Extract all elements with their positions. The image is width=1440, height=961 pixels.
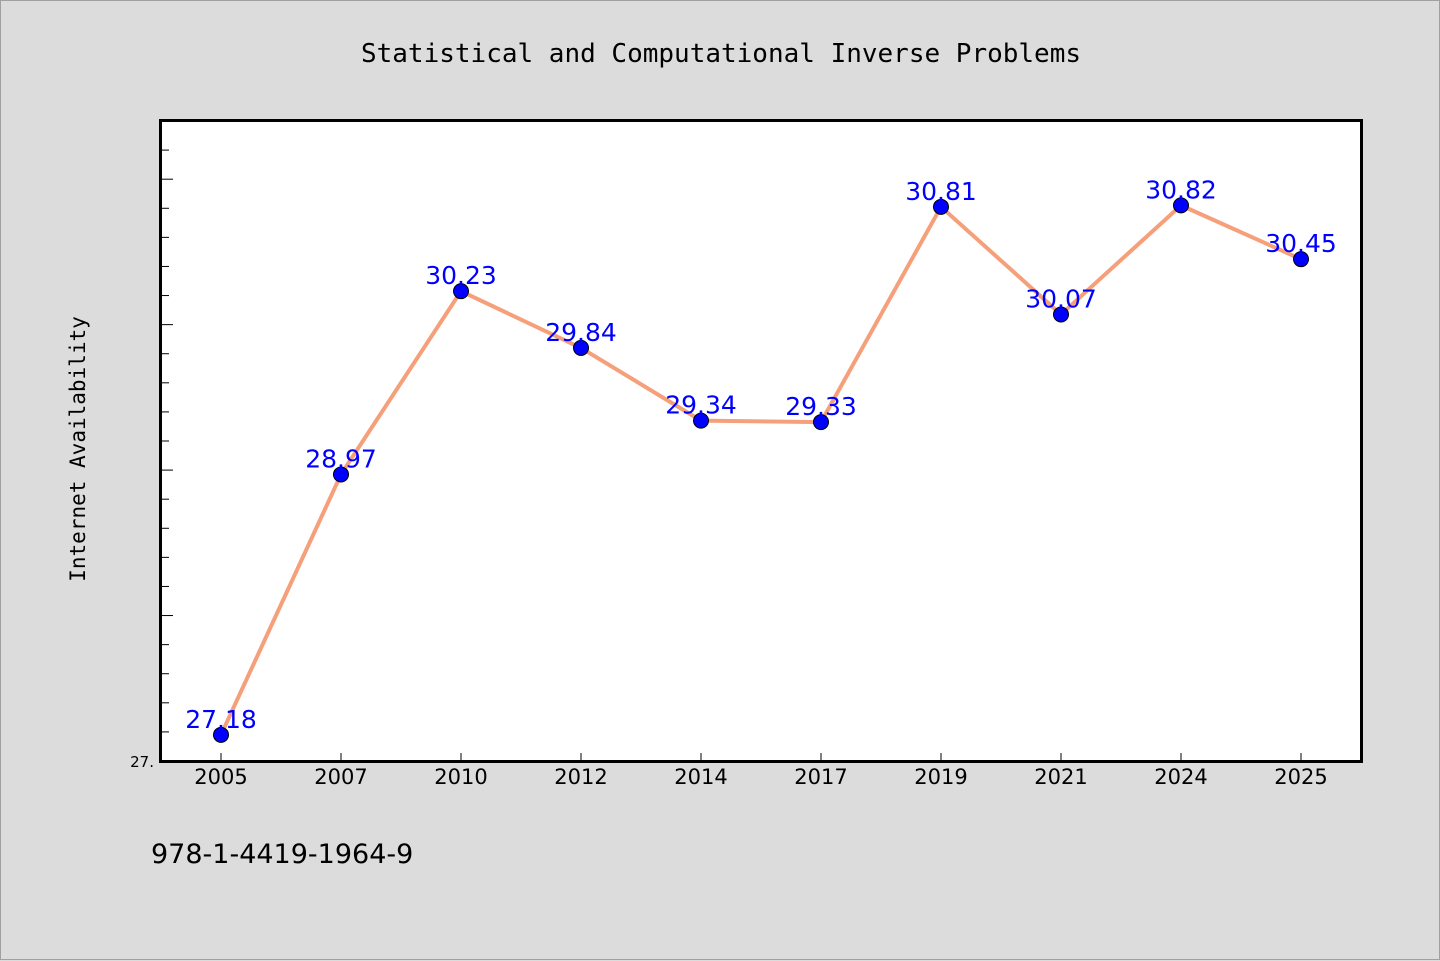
y-axis-ticks <box>161 149 173 733</box>
data-point <box>1293 251 1309 268</box>
x-tick-label: 2024 <box>1154 765 1207 789</box>
x-tick-label: 2019 <box>914 765 967 789</box>
x-axis-ticks <box>220 753 1302 761</box>
data-point <box>1053 306 1069 323</box>
data-point <box>573 339 589 356</box>
plot-area <box>160 120 1362 762</box>
data-label: 29.84 <box>545 318 617 347</box>
data-point <box>1173 197 1189 214</box>
data-label: 30.81 <box>905 177 977 206</box>
data-point <box>813 414 829 431</box>
y-axis-label: Internet Availability <box>66 316 90 582</box>
plot-border <box>159 119 1363 763</box>
data-label: 30.07 <box>1025 284 1097 313</box>
data-label: 28.97 <box>305 444 377 473</box>
data-markers <box>213 197 1309 743</box>
y-tick-label: 27. <box>130 753 154 771</box>
isbn-text: 978-1-4419-1964-9 <box>151 839 413 870</box>
data-point <box>213 726 229 743</box>
data-label: 30.45 <box>1265 229 1337 258</box>
data-point <box>453 283 469 300</box>
data-point <box>693 412 709 429</box>
chart-title: Statistical and Computational Inverse Pr… <box>361 39 1081 69</box>
x-tick-label: 2014 <box>674 765 727 789</box>
data-label: 29.34 <box>665 391 737 420</box>
data-label: 30.23 <box>425 261 497 290</box>
x-tick-label: 2005 <box>194 765 247 789</box>
x-tick-label: 2017 <box>794 765 847 789</box>
x-tick-label: 2012 <box>554 765 607 789</box>
data-label: 30.82 <box>1145 175 1217 204</box>
data-label: 27.18 <box>185 705 257 734</box>
x-tick-label: 2010 <box>434 765 487 789</box>
x-tick-label: 2007 <box>314 765 367 789</box>
x-tick-label: 2025 <box>1274 765 1327 789</box>
x-axis-tick-labels: 2005 2007 2010 2012 2014 2017 2019 2021 2024 2025 <box>194 765 1327 789</box>
data-point <box>933 198 949 215</box>
data-label: 29.33 <box>785 392 857 421</box>
data-labels: 27.18 28.97 30.23 29.84 29.34 29.33 30.81 30.07… <box>185 175 1337 733</box>
series-line <box>219 203 1302 736</box>
x-tick-label: 2021 <box>1034 765 1087 789</box>
data-point <box>333 466 349 483</box>
